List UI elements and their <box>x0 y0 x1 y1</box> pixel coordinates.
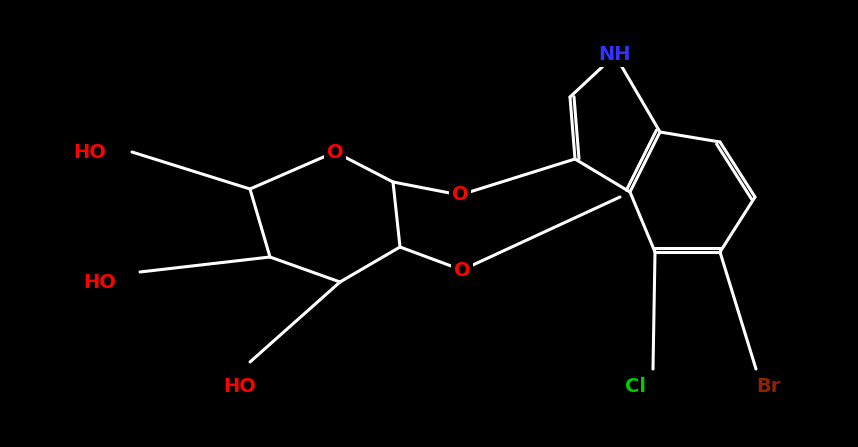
Text: HO: HO <box>74 143 106 161</box>
Text: HO: HO <box>224 378 257 396</box>
Text: O: O <box>451 186 468 204</box>
Text: O: O <box>454 261 470 279</box>
Text: NH: NH <box>599 46 631 64</box>
Text: HO: HO <box>83 273 117 291</box>
Text: Cl: Cl <box>625 378 645 396</box>
Text: O: O <box>327 143 343 161</box>
Text: Br: Br <box>756 378 780 396</box>
